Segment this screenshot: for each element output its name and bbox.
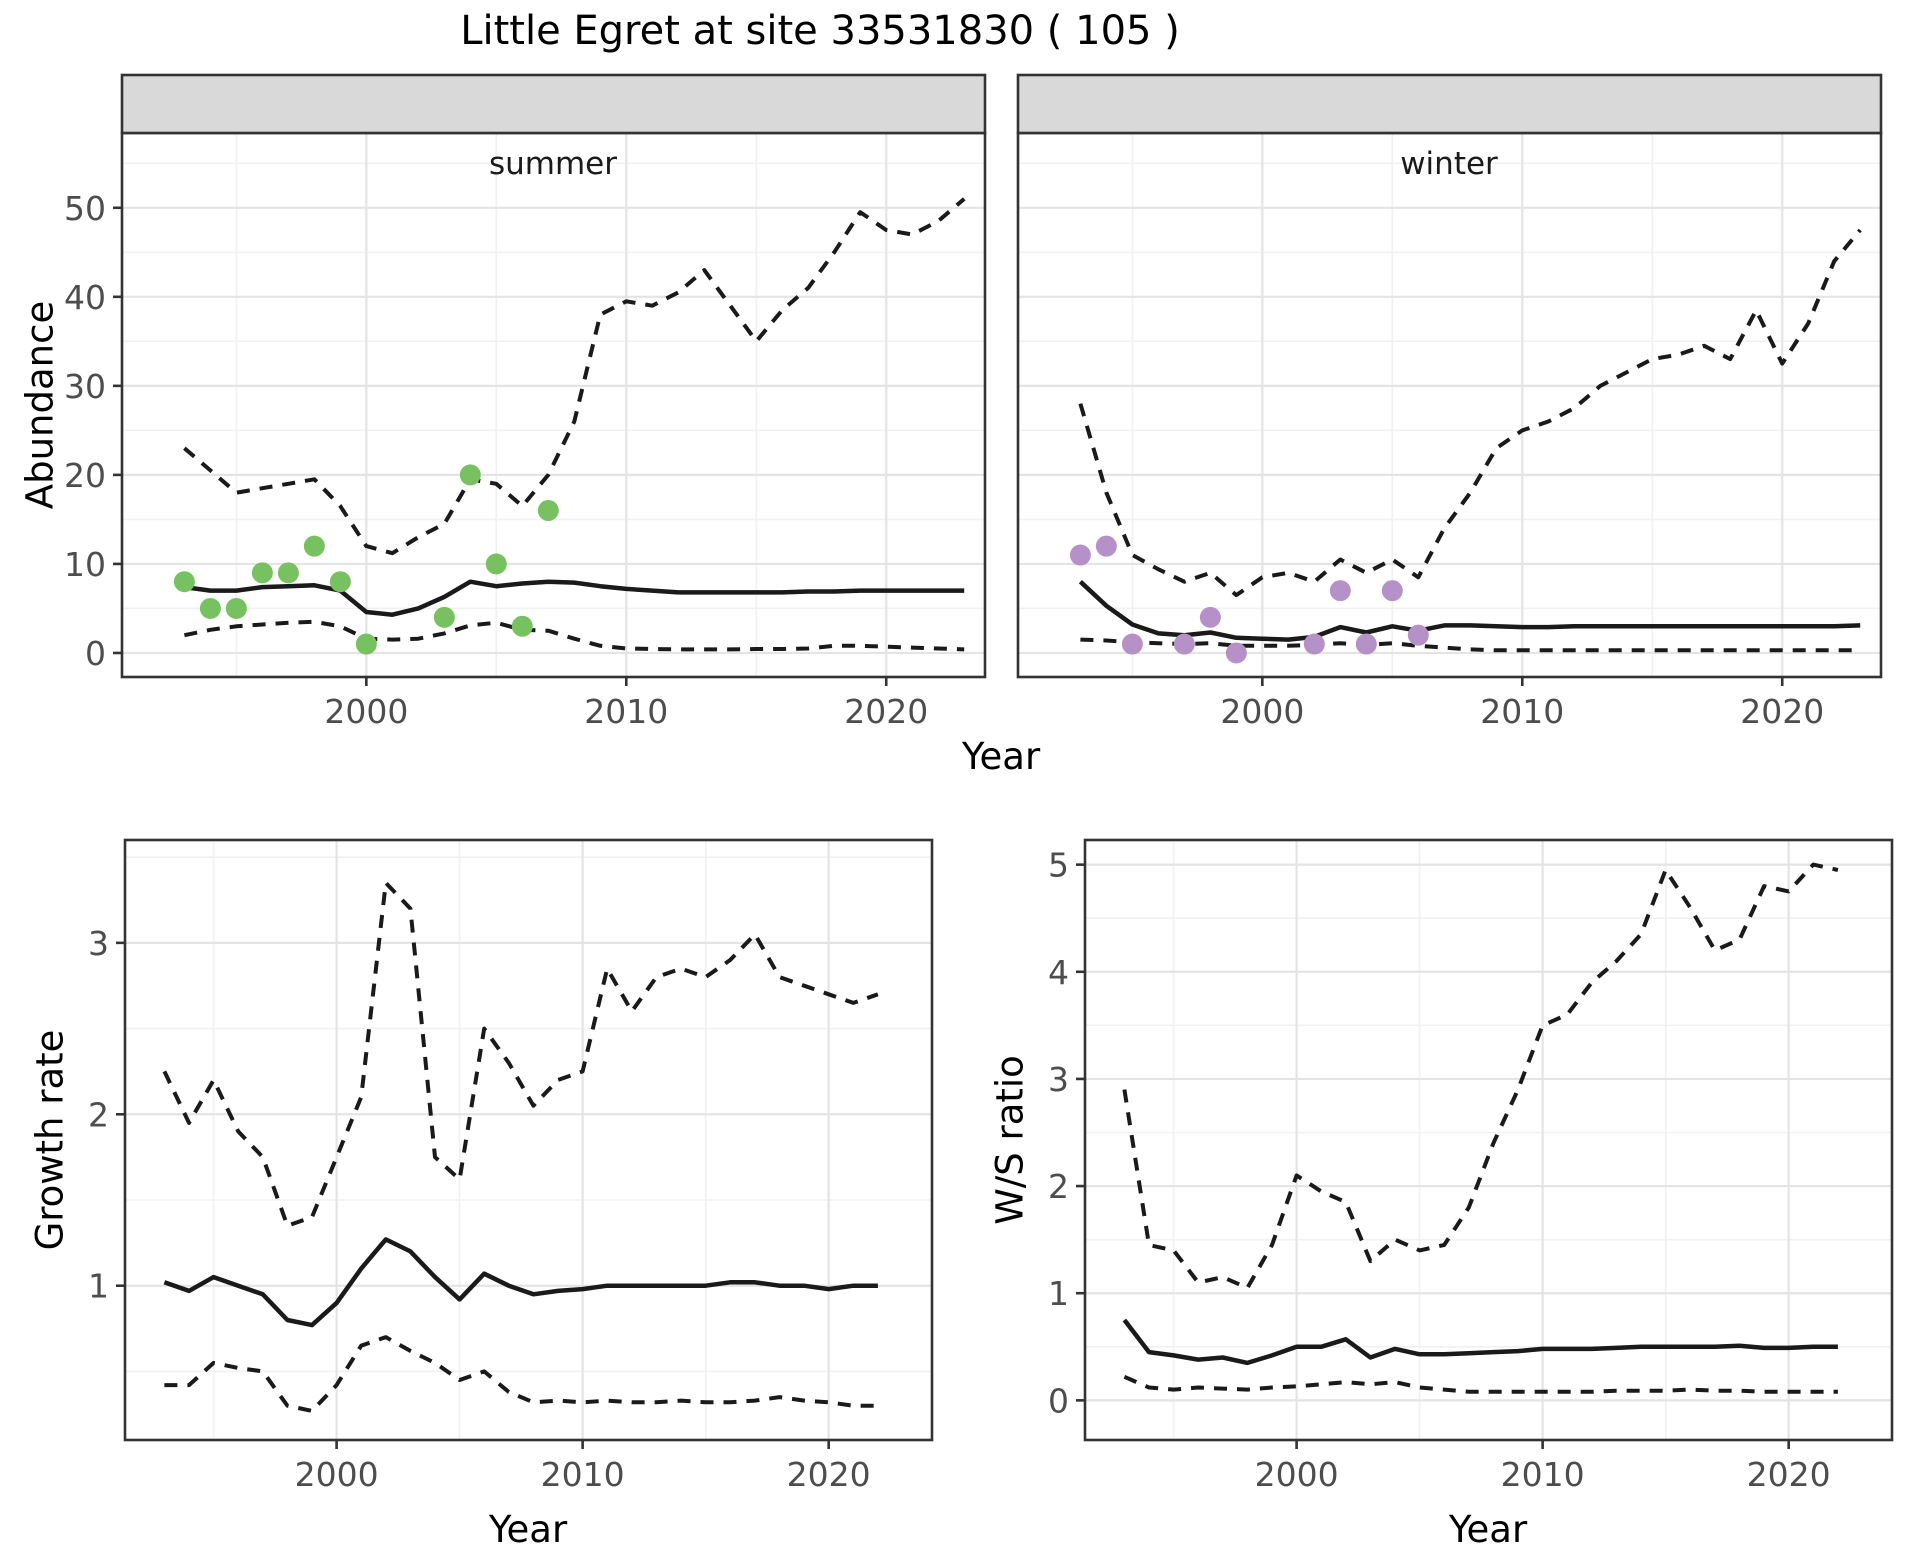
lower-ci-line bbox=[164, 1335, 878, 1413]
ws-ratio-y-axis-title: W/S ratio bbox=[988, 1055, 1032, 1225]
ws-ratio-x-axis-title: Year bbox=[1448, 1508, 1528, 1551]
abundance-x-axis-title: Year bbox=[961, 735, 1041, 778]
observation-point bbox=[355, 633, 377, 655]
facet-strip-label-winter: winter bbox=[1400, 146, 1498, 182]
median-line bbox=[1078, 580, 1861, 642]
growth-rate-y-axis-title: Growth rate bbox=[28, 1029, 72, 1251]
panel-background bbox=[1085, 840, 1892, 1440]
observation-point bbox=[1121, 633, 1143, 655]
upper-ci-line bbox=[1078, 228, 1862, 598]
observation-point bbox=[225, 597, 247, 619]
median-line bbox=[1122, 1318, 1838, 1366]
lower-ci-line bbox=[183, 619, 965, 652]
facet-strip bbox=[1016, 73, 1883, 135]
observation-point bbox=[1407, 624, 1429, 646]
observation-point bbox=[1381, 580, 1403, 602]
median-line bbox=[184, 579, 965, 617]
x-tick-label: 2010 bbox=[1501, 1455, 1585, 1494]
observation-point bbox=[485, 553, 507, 575]
panel-background bbox=[125, 840, 932, 1440]
x-tick-label: 2020 bbox=[844, 692, 928, 731]
y-tick-label: 10 bbox=[64, 545, 106, 584]
x-tick-label: 2010 bbox=[1480, 692, 1564, 731]
panel-background bbox=[1018, 133, 1881, 677]
growth-and-ratio-charts: 2000 2010 2020 1 2 3 2000 2010 2020 0 1 2 3 4 5 bbox=[88, 838, 1894, 1494]
observation-point bbox=[329, 571, 351, 593]
x-tick-label: 2000 bbox=[1255, 1455, 1339, 1494]
observation-point bbox=[303, 535, 325, 557]
x-tick-label: 2000 bbox=[1220, 692, 1304, 731]
y-tick-label: 2 bbox=[1048, 1167, 1069, 1206]
lower-ci-line bbox=[1080, 637, 1861, 653]
page-title: Little Egret at site 33531830 ( 105 ) bbox=[460, 8, 1180, 54]
observation-point bbox=[459, 464, 481, 486]
observation-point bbox=[173, 571, 195, 593]
growth-rate-x-axis-title: Year bbox=[488, 1508, 568, 1551]
y-tick-label: 3 bbox=[88, 924, 109, 963]
observation-point bbox=[1069, 544, 1091, 566]
observation-point bbox=[1225, 642, 1247, 664]
y-tick-label: 5 bbox=[1048, 846, 1069, 885]
observation-point bbox=[1199, 606, 1221, 628]
y-tick-label: 30 bbox=[64, 367, 106, 406]
x-tick-label: 2020 bbox=[787, 1455, 871, 1494]
y-tick-label: 4 bbox=[1048, 953, 1069, 992]
observation-point bbox=[1173, 633, 1195, 655]
observation-point bbox=[277, 562, 299, 584]
observation-point bbox=[433, 606, 455, 628]
observation-point bbox=[1329, 580, 1351, 602]
abundance-y-axis-title: Abundance bbox=[18, 300, 62, 510]
x-tick-label: 2000 bbox=[295, 1455, 379, 1494]
y-tick-label: 0 bbox=[1048, 1381, 1069, 1420]
observation-point bbox=[199, 597, 221, 619]
y-tick-label: 40 bbox=[64, 278, 106, 317]
y-tick-label: 1 bbox=[88, 1267, 109, 1306]
y-tick-label: 50 bbox=[64, 189, 106, 228]
x-tick-label: 2000 bbox=[324, 692, 408, 731]
panel-border bbox=[1083, 838, 1894, 1442]
abundance-faceted-chart: 2000 2010 2020 0 10 20 30 40 50 2000 2010 2020 bbox=[64, 73, 1883, 731]
y-tick-label: 0 bbox=[85, 634, 106, 673]
lower-ci-line bbox=[1123, 1374, 1838, 1394]
x-tick-label: 2010 bbox=[584, 692, 668, 731]
observation-point bbox=[511, 615, 533, 637]
panel-background bbox=[122, 133, 985, 677]
x-tick-label: 2020 bbox=[1740, 692, 1824, 731]
upper-ci-line bbox=[162, 880, 879, 1228]
x-tick-label: 2010 bbox=[541, 1455, 625, 1494]
observation-point bbox=[1355, 633, 1377, 655]
facet-strip-label-summer: summer bbox=[488, 146, 618, 182]
y-tick-label: 20 bbox=[64, 456, 106, 495]
upper-ci-line bbox=[183, 197, 966, 556]
observation-point bbox=[251, 562, 273, 584]
x-tick-label: 2020 bbox=[1747, 1455, 1831, 1494]
y-tick-label: 2 bbox=[88, 1095, 109, 1134]
panel-border bbox=[123, 838, 934, 1442]
y-tick-label: 1 bbox=[1048, 1274, 1069, 1313]
observation-point bbox=[1303, 633, 1325, 655]
observation-point bbox=[1095, 535, 1117, 557]
median-line bbox=[163, 1237, 878, 1328]
y-tick-label: 3 bbox=[1048, 1060, 1069, 1099]
facet-strip bbox=[120, 73, 987, 135]
observation-point bbox=[537, 500, 559, 522]
